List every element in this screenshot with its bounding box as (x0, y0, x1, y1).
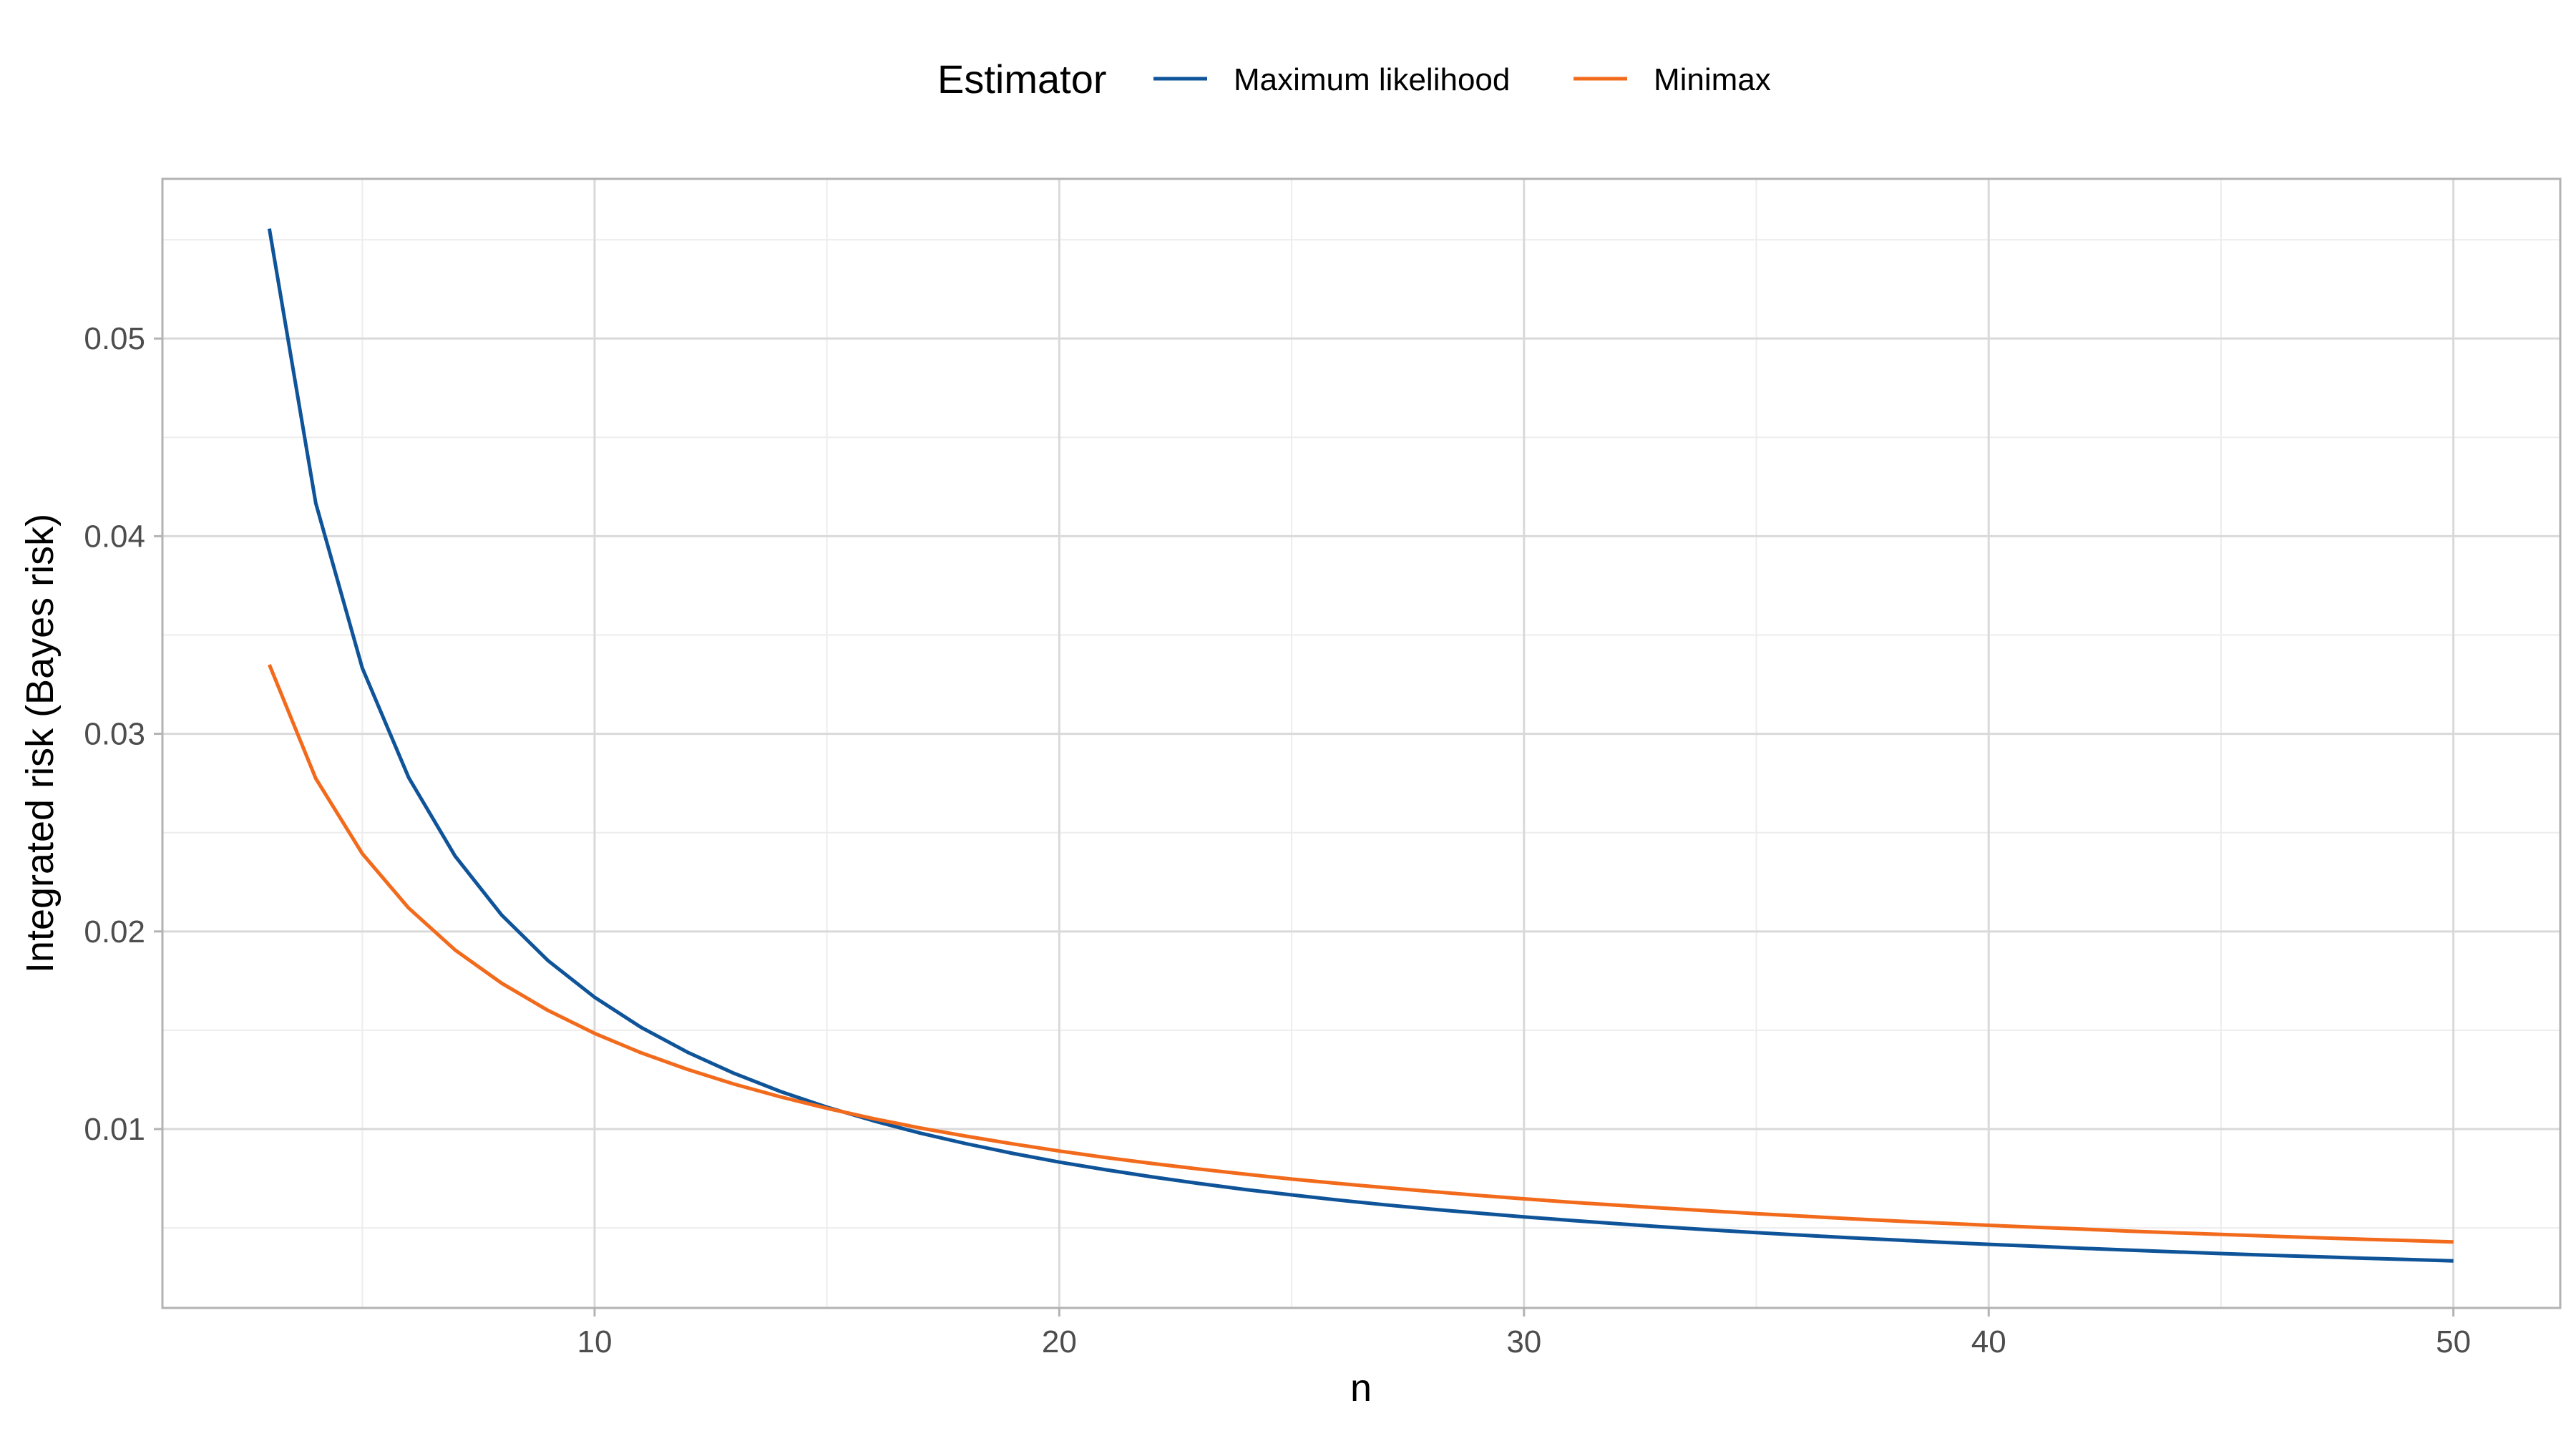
x-axis-title: n (1350, 1367, 1372, 1410)
legend-label: Maximum likelihood (1234, 62, 1510, 97)
x-tick-label: 30 (1506, 1324, 1541, 1359)
x-axis-ticks: 10 20 30 40 50 (577, 1308, 2471, 1359)
legend-item-maximum-likelihood: Maximum likelihood (1153, 62, 1510, 97)
legend-title: Estimator (937, 57, 1107, 102)
major-gridlines (162, 179, 2560, 1308)
plot-panel (161, 177, 2562, 1309)
y-tick-label: 0.04 (84, 519, 145, 554)
x-tick-label: 10 (577, 1324, 612, 1359)
x-tick-label: 50 (2436, 1324, 2471, 1359)
y-tick-label: 0.01 (84, 1112, 145, 1147)
y-tick-label: 0.03 (84, 717, 145, 752)
y-tick-label: 0.02 (84, 914, 145, 949)
y-tick-label: 0.05 (84, 321, 145, 356)
x-tick-label: 20 (1042, 1324, 1077, 1359)
y-axis-ticks: 0.01 0.02 0.03 0.04 0.05 (84, 321, 162, 1147)
legend-item-minimax: Minimax (1574, 62, 1771, 97)
series-lines (267, 228, 2454, 1263)
legend-items: Maximum likelihood Minimax (1153, 62, 1771, 97)
x-tick-label: 40 (1971, 1324, 2006, 1359)
minor-gridlines (162, 179, 2560, 1308)
legend: Estimator Maximum likelihood Minimax (937, 57, 1771, 102)
series-line-maximum-likelihood (267, 228, 2454, 1263)
panel-border (161, 177, 2562, 1309)
legend-label: Minimax (1654, 62, 1771, 97)
y-axis-title: Integrated risk (Bayes risk) (19, 514, 62, 973)
series-line-minimax (268, 663, 2454, 1244)
